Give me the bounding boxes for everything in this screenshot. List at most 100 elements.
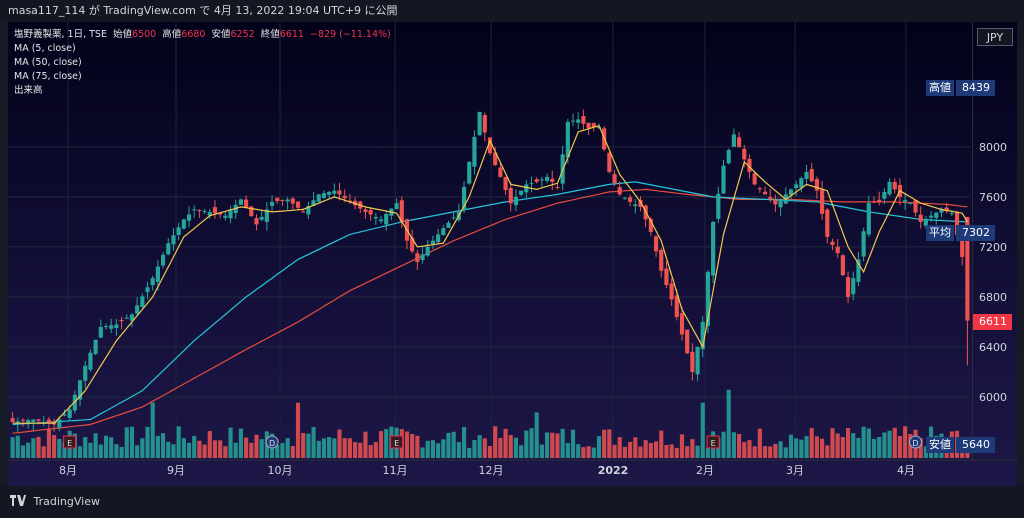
legend-ma75[interactable]: MA (75, close)	[14, 71, 82, 82]
candle-body	[124, 317, 129, 319]
symbol-name[interactable]: 塩野義製薬, 1日, TSE	[14, 29, 107, 40]
y-tick-label: 6800	[979, 291, 1007, 304]
legend-volume[interactable]: 出来高	[14, 85, 43, 96]
candle-body	[321, 193, 327, 198]
volume-bar	[550, 432, 555, 458]
volume-bar	[861, 426, 866, 458]
legend-ma5[interactable]: MA (5, close)	[14, 43, 76, 54]
candle-body	[332, 190, 337, 194]
candle-body	[576, 119, 581, 123]
candle-body	[877, 199, 882, 202]
candle-body	[871, 201, 877, 203]
candle-body	[882, 191, 887, 199]
volume-bar	[524, 430, 529, 458]
volume-bar	[124, 427, 129, 458]
candle-body	[186, 214, 192, 221]
volume-bar	[46, 428, 51, 458]
candle-body	[539, 179, 544, 181]
volume-bar	[539, 444, 544, 458]
candle-body	[259, 216, 264, 220]
legend-ma50[interactable]: MA (50, close)	[14, 57, 82, 68]
candle-body	[861, 231, 866, 257]
volume-bar	[77, 446, 83, 458]
legend-ohlc-row: 塩野義製薬, 1日, TSE 始値6500 高値6680 安値6252 終値66…	[14, 28, 391, 42]
candle-body	[46, 419, 51, 424]
volume-bar	[664, 444, 669, 458]
volume-bar	[15, 435, 20, 458]
candle-body	[493, 152, 498, 166]
open-value: 6500	[132, 29, 157, 40]
volume-bar	[534, 412, 539, 458]
price-label-high-value: 8439	[956, 80, 995, 96]
ma5-line	[12, 124, 968, 424]
volume-bar	[617, 437, 622, 458]
x-tick-label: 2022	[598, 464, 629, 477]
volume-bar	[565, 442, 570, 458]
candle-body	[249, 206, 254, 217]
currency-button[interactable]: JPY	[977, 28, 1013, 46]
candle-body	[31, 419, 36, 422]
candle-body	[628, 197, 633, 202]
candle-body	[119, 319, 124, 322]
x-tick-label: 12月	[479, 464, 504, 477]
price-label-low-value: 5640	[956, 437, 995, 453]
volume-bar	[685, 446, 690, 458]
candle-body	[960, 237, 965, 257]
volume-bar	[290, 446, 295, 458]
volume-bar	[783, 447, 788, 458]
candle-body	[809, 168, 814, 182]
candle-body	[114, 324, 119, 328]
dividend-marker-icon	[909, 435, 923, 449]
volume-bar	[404, 431, 410, 458]
volume-bar	[778, 441, 783, 458]
volume-bar	[98, 444, 103, 458]
volume-bar	[36, 436, 41, 458]
candle-body	[939, 209, 944, 213]
candle-body	[524, 184, 529, 193]
volume-bar	[513, 437, 519, 458]
volume-bar	[866, 428, 871, 458]
volume-bar	[908, 434, 913, 458]
candle-body	[648, 219, 653, 232]
volume-bar	[892, 427, 897, 458]
candle-body	[840, 255, 845, 276]
price-label-last: 6611	[973, 314, 1012, 330]
ma50-line	[12, 181, 968, 426]
volume-bar	[825, 445, 830, 458]
y-tick-label: 6400	[979, 341, 1007, 354]
x-tick-label: 4月	[897, 464, 915, 477]
candle-body	[342, 195, 347, 199]
candle-body	[903, 200, 908, 202]
volume-bar	[109, 437, 114, 458]
candle-body	[892, 182, 897, 190]
candle-body	[327, 191, 332, 195]
candle-body	[451, 217, 456, 219]
candle-body	[228, 210, 233, 219]
volume-bar	[161, 433, 166, 458]
price-label-last-value: 6611	[973, 314, 1012, 330]
candle-body	[965, 216, 970, 321]
price-label-avg: 平均 7302	[926, 225, 995, 241]
volume-bar	[653, 441, 659, 458]
candle-body	[373, 216, 378, 219]
candle-body	[545, 176, 550, 181]
y-tick-label: 7600	[979, 191, 1007, 204]
candle-body	[275, 197, 280, 202]
volume-bar	[332, 438, 337, 458]
footer-brand[interactable]: TradingView	[33, 495, 100, 508]
volume-bar	[757, 428, 762, 458]
volume-bar	[41, 446, 46, 458]
volume-bar	[820, 438, 825, 458]
candle-body	[415, 253, 420, 262]
candle-body	[737, 137, 742, 147]
event-marker-label: E	[394, 439, 399, 448]
volume-bar	[690, 439, 695, 458]
candle-body	[306, 206, 311, 215]
volume-bar	[135, 445, 140, 458]
volume-bar	[529, 428, 534, 458]
volume-bar	[607, 429, 612, 458]
candle-body	[238, 199, 243, 205]
volume-bar	[596, 436, 602, 458]
candle-body	[954, 211, 960, 236]
candle-body	[913, 200, 918, 213]
